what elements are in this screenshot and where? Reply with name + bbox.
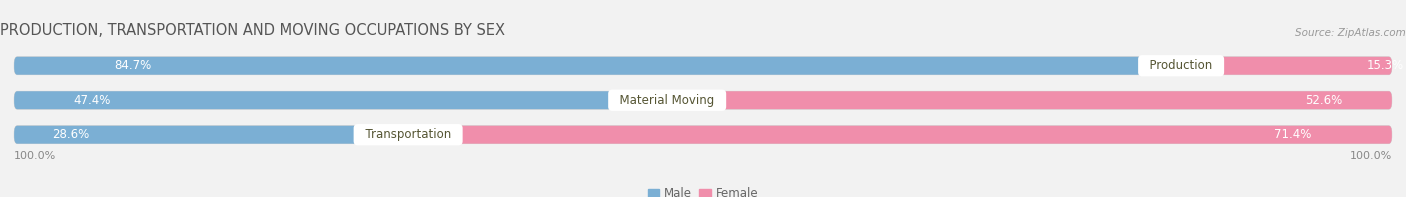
FancyBboxPatch shape: [14, 57, 1181, 75]
FancyBboxPatch shape: [14, 91, 1392, 109]
Text: Transportation: Transportation: [357, 128, 458, 141]
Text: 100.0%: 100.0%: [14, 151, 56, 161]
Text: Material Moving: Material Moving: [612, 94, 723, 107]
FancyBboxPatch shape: [14, 91, 668, 109]
Text: 28.6%: 28.6%: [52, 128, 90, 141]
Text: 52.6%: 52.6%: [1305, 94, 1343, 107]
Text: 47.4%: 47.4%: [73, 94, 111, 107]
Text: 15.3%: 15.3%: [1367, 59, 1403, 72]
FancyBboxPatch shape: [668, 91, 1392, 109]
FancyBboxPatch shape: [14, 57, 1392, 75]
Text: 84.7%: 84.7%: [114, 59, 152, 72]
FancyBboxPatch shape: [14, 126, 1392, 144]
FancyBboxPatch shape: [408, 126, 1392, 144]
Text: Source: ZipAtlas.com: Source: ZipAtlas.com: [1295, 28, 1406, 38]
Text: PRODUCTION, TRANSPORTATION AND MOVING OCCUPATIONS BY SEX: PRODUCTION, TRANSPORTATION AND MOVING OC…: [0, 23, 505, 38]
FancyBboxPatch shape: [14, 126, 408, 144]
Text: 71.4%: 71.4%: [1274, 128, 1312, 141]
Legend: Male, Female: Male, Female: [643, 183, 763, 197]
Text: 100.0%: 100.0%: [1350, 151, 1392, 161]
FancyBboxPatch shape: [1181, 57, 1392, 75]
Text: Production: Production: [1142, 59, 1220, 72]
